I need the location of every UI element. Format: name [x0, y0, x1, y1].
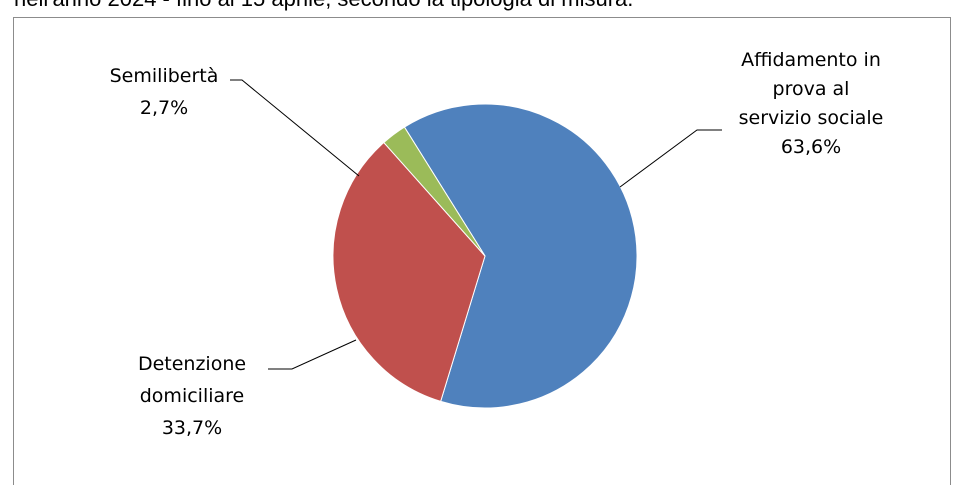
pie-slice-3	[383, 126, 486, 257]
slice-label-1: Affidamento in prova al servizio sociale 63…	[739, 49, 884, 158]
slice-label-3: Semilibertà 2,7%	[110, 65, 219, 119]
leader-line-3	[230, 79, 360, 177]
slice-label-2: Detenzione domiciliare 33,7%	[138, 353, 246, 439]
pie-slice-1	[403, 103, 638, 409]
slice-name-label: Affidamento in	[741, 49, 881, 71]
slice-name-label: Detenzione	[138, 353, 246, 375]
slice-value-label: 2,7%	[140, 97, 188, 119]
slice-value-label: 33,7%	[162, 417, 222, 439]
slice-name-label: servizio sociale	[739, 107, 884, 129]
slice-value-label: 63,6%	[781, 136, 841, 158]
leader-line-1	[619, 129, 722, 188]
slice-name-label: Semilibertà	[110, 65, 219, 87]
figure-caption: nell'anno 2024 - fino al 15 aprile, seco…	[14, 0, 633, 12]
pie-slice-2	[332, 141, 486, 403]
leader-line-2	[268, 339, 357, 370]
slice-name-label: prova al	[773, 78, 850, 100]
slice-name-label: domiciliare	[140, 385, 244, 407]
